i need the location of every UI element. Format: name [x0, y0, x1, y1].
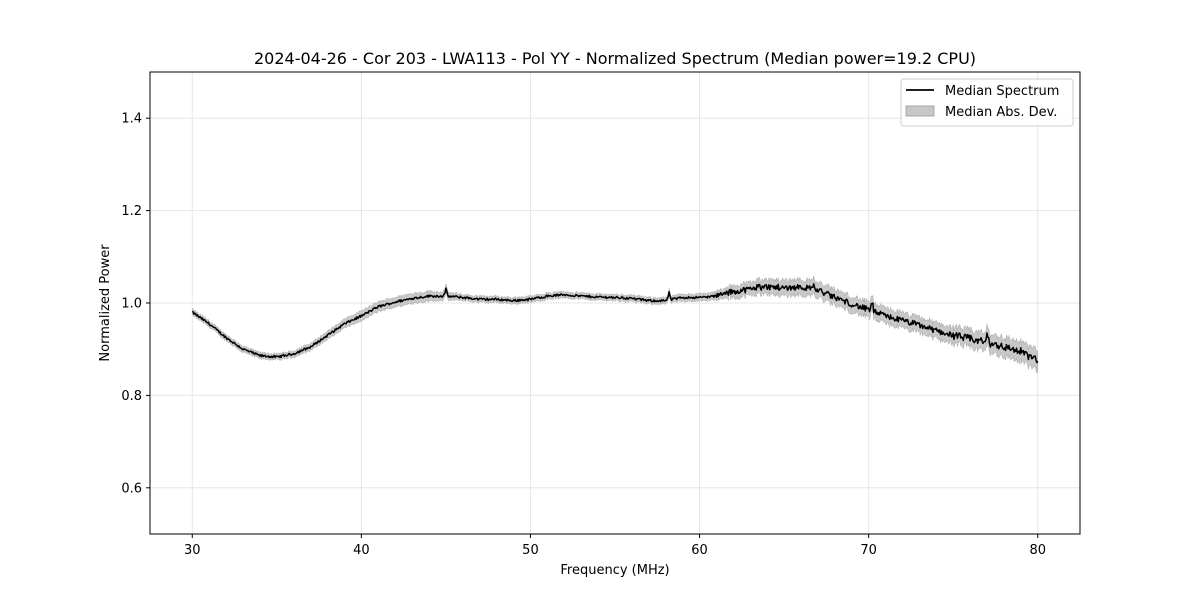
x-tick-label: 70	[860, 543, 877, 558]
x-tick-label: 50	[522, 543, 539, 558]
median-line-layer	[192, 283, 1039, 364]
legend-box	[900, 78, 1074, 127]
y-tick-label: 1.2	[121, 204, 142, 219]
legend: Median Spectrum Median Abs. Dev.	[900, 78, 1074, 127]
x-axis-ticks: 30 40 50 60 70 80	[184, 534, 1046, 558]
y-axis-label: Normalized Power	[98, 244, 113, 362]
legend-median-abs-dev: Median Abs. Dev.	[945, 105, 1057, 120]
y-tick-label: 0.8	[121, 389, 142, 404]
y-axis-ticks: 0.6 0.8 1.0 1.2 1.4	[121, 112, 150, 496]
y-tick-label: 0.6	[121, 481, 142, 496]
legend-median-spectrum: Median Spectrum	[945, 84, 1059, 99]
x-tick-label: 40	[353, 543, 370, 558]
x-tick-label: 80	[1029, 543, 1046, 558]
x-tick-label: 60	[691, 543, 708, 558]
x-axis-label: Frequency (MHz)	[560, 563, 669, 578]
grid-lines	[150, 72, 1080, 534]
y-tick-label: 1.4	[121, 112, 142, 127]
legend-mad-swatch	[905, 105, 935, 117]
x-tick-label: 30	[184, 543, 201, 558]
y-tick-label: 1.0	[121, 297, 142, 312]
chart-title: 2024-04-26 - Cor 203 - LWA113 - Pol YY -…	[254, 49, 976, 68]
median-spectrum-line	[192, 283, 1039, 364]
